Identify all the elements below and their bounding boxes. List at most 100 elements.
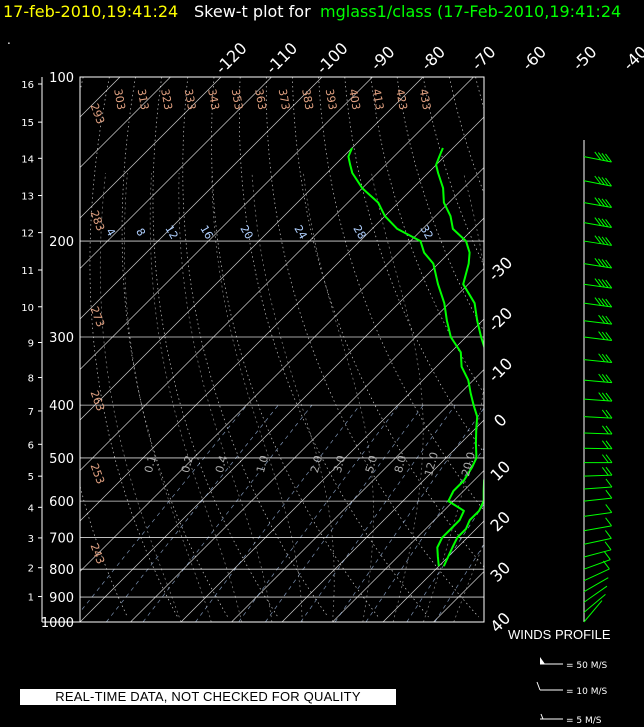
moist-adiabat	[251, 172, 335, 622]
wind-legend: = 50 M/S = 10 M/S = 5 M/S	[536, 657, 608, 726]
moist-label: 0.4	[213, 454, 230, 474]
moist-adiabat	[178, 172, 273, 622]
mixing-ratio-label: 32	[417, 223, 435, 242]
legend-barb-pennant	[540, 657, 545, 664]
height-tick-label: 6	[28, 440, 34, 451]
wind-barb-flag	[598, 297, 605, 307]
pressure-tick-label: 700	[49, 532, 74, 547]
pressure-tick-label: 300	[49, 331, 74, 346]
dry-adiabat	[239, 77, 429, 618]
wind-barb-flag	[605, 199, 612, 208]
wind-barb-flag	[605, 425, 613, 435]
height-tick-label: 14	[21, 154, 34, 165]
isotherm-line	[130, 268, 484, 622]
wind-barb-flag	[605, 219, 612, 228]
wind-barb-flag	[601, 331, 609, 341]
moist-label: 5.0	[363, 454, 380, 474]
pressure-tick-label: 100	[49, 71, 74, 86]
moist-label: 2.0	[308, 454, 325, 474]
height-tick-label: 12	[21, 229, 34, 240]
wind-barb-flag	[601, 454, 609, 463]
wind-barb-flag	[601, 315, 609, 324]
moist-adiabat	[303, 172, 374, 622]
mixing-ratio-label: 24	[291, 223, 309, 242]
isotherm-line	[80, 77, 272, 269]
height-tick-label: 5	[28, 472, 34, 483]
legend-label: = 10 M/S	[566, 687, 608, 697]
theta-top-label: 393	[323, 88, 339, 111]
wind-barb-flag	[598, 392, 606, 401]
dry-adiabat	[121, 77, 229, 618]
wind-barb-flag	[605, 489, 613, 499]
pressure-tick-label: 500	[49, 452, 74, 467]
wind-barb-flag	[598, 217, 605, 227]
wind-barb-flag	[594, 278, 602, 287]
height-tick-label: 3	[28, 534, 34, 545]
wind-barb-flag	[601, 440, 609, 450]
legend-label: = 5 M/S	[566, 716, 602, 726]
isotherm-line	[180, 318, 484, 622]
wind-barb	[583, 263, 612, 269]
legend-barb-half	[540, 713, 544, 720]
wind-barb-flag	[594, 175, 602, 185]
wind-barb-flag	[601, 425, 609, 435]
wind-barb	[583, 416, 612, 419]
wind-barb	[583, 549, 612, 558]
wind-barb	[583, 336, 612, 341]
title-mid: Skew-t plot for	[194, 2, 311, 21]
dry-adiabat	[292, 77, 484, 568]
wind-barb-flag	[601, 152, 609, 162]
wind-barb-flag	[605, 466, 613, 476]
height-tick-label: 1	[28, 593, 34, 604]
wind-barb-flag	[605, 517, 612, 527]
isotherm-line	[80, 77, 323, 320]
wind-barb-flag	[597, 176, 605, 185]
wind-barb-flag	[598, 331, 605, 340]
wind-barb-flag	[598, 373, 606, 383]
isotherm-line	[80, 77, 474, 471]
theta-top-label: 343	[205, 88, 221, 111]
isotherm-line	[231, 369, 484, 622]
moist-label: 8.0	[392, 454, 409, 474]
wind-barb	[583, 283, 612, 289]
mixing-ratio-label: 16	[197, 223, 215, 242]
wind-barb-flag	[605, 454, 613, 463]
mixing-ratio-label: 28	[350, 223, 368, 242]
pressure-tick-label: 200	[49, 235, 74, 250]
wind-barb-flag	[605, 177, 612, 187]
wind-barb-flag	[598, 258, 605, 268]
wind-barb	[583, 359, 612, 364]
wind-barb	[583, 156, 612, 163]
wind-barb-flag	[598, 236, 605, 245]
theta-top-label: 373	[276, 88, 292, 111]
wind-barb-flag	[605, 259, 613, 269]
wind-barb-flag	[597, 152, 605, 161]
wind-barb	[583, 600, 603, 623]
theta-top-label: 323	[158, 88, 174, 111]
winds-profile-title: WINDS PROFILE	[508, 627, 611, 642]
wind-barb-flag	[605, 279, 613, 289]
dry-adiabat	[89, 77, 178, 618]
wind-barb-flag	[605, 298, 613, 308]
height-tick-label: 16	[21, 80, 34, 91]
sounding-profiles	[347, 147, 484, 567]
dry-adiabat	[152, 77, 279, 618]
height-tick-label: 7	[28, 407, 34, 418]
theta-top-label: 303	[111, 88, 127, 111]
legend-barb-full	[536, 681, 541, 691]
dry-adiabat	[265, 77, 479, 618]
pressure-tick-label: 800	[49, 563, 74, 578]
moist-label: 3.0	[331, 454, 348, 474]
wind-barb	[583, 379, 612, 384]
wind-barb-flag	[598, 278, 605, 288]
wind-barb	[583, 537, 612, 545]
dry-adiabat	[318, 77, 484, 512]
wind-barb-flag	[594, 197, 602, 206]
wind-barb-flag	[601, 467, 609, 476]
moist-label: 0.2	[179, 454, 196, 474]
wind-barb	[583, 577, 609, 593]
wind-barb-flag	[601, 374, 609, 383]
height-tick-label: 9	[28, 338, 34, 349]
wind-barb-flag	[605, 354, 613, 363]
